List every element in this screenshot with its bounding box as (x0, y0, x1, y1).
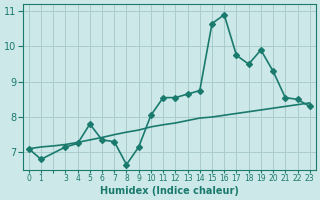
X-axis label: Humidex (Indice chaleur): Humidex (Indice chaleur) (100, 186, 239, 196)
